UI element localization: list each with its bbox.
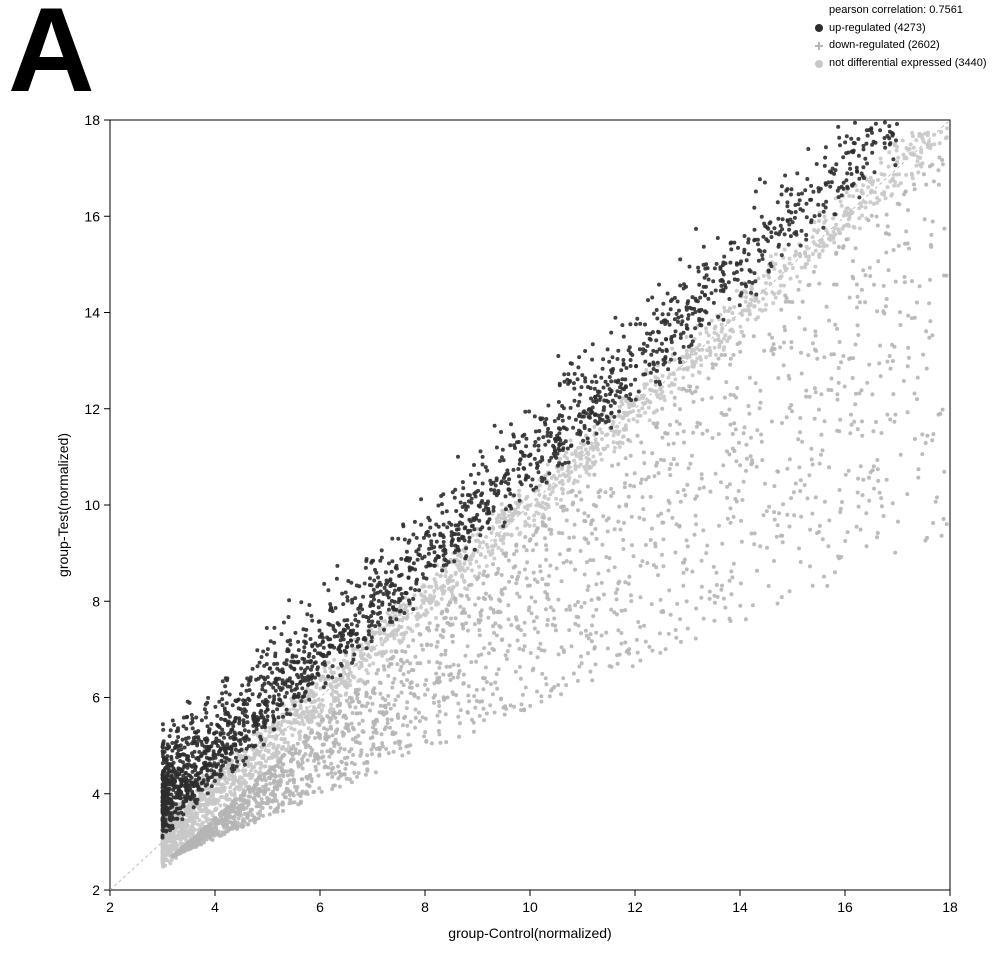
legend-correlation-text: pearson correlation: 0.7561 <box>829 2 963 20</box>
panel-label: A <box>8 0 95 110</box>
svg-text:14: 14 <box>732 899 748 915</box>
legend-item-label-0: up-regulated (4273) <box>829 20 926 38</box>
svg-text:16: 16 <box>837 899 853 915</box>
svg-text:6: 6 <box>92 690 100 706</box>
legend-swatch-1 <box>815 42 823 50</box>
legend-item-0: up-regulated (4273) <box>815 20 987 38</box>
svg-text:4: 4 <box>92 786 100 802</box>
svg-text:18: 18 <box>942 899 958 915</box>
svg-text:16: 16 <box>84 208 100 224</box>
x-axis-label: group-Control(normalized) <box>448 925 611 941</box>
legend-correlation: pearson correlation: 0.7561 <box>815 2 987 20</box>
svg-text:12: 12 <box>627 899 643 915</box>
svg-text:10: 10 <box>522 899 538 915</box>
svg-text:8: 8 <box>421 899 429 915</box>
svg-text:2: 2 <box>106 899 114 915</box>
legend-swatch-2 <box>815 60 823 68</box>
scatter-chart: 2 4 6 8 10 12 14 16 18 2 4 6 8 10 12 14 16 18 group-Contro… <box>50 100 970 950</box>
y-axis-label: group-Test(normalized) <box>55 433 71 577</box>
legend-item-1: down-regulated (2602) <box>815 37 987 55</box>
svg-text:4: 4 <box>211 899 219 915</box>
legend-item-2: not differential expressed (3440) <box>815 55 987 73</box>
legend-item-label-2: not differential expressed (3440) <box>829 55 987 73</box>
legend-swatch-0 <box>815 24 823 32</box>
svg-text:10: 10 <box>84 497 100 513</box>
svg-text:2: 2 <box>92 882 100 898</box>
svg-text:8: 8 <box>92 593 100 609</box>
legend: pearson correlation: 0.7561 up-regulated… <box>815 2 987 72</box>
svg-text:14: 14 <box>84 305 100 321</box>
svg-text:12: 12 <box>84 401 100 417</box>
svg-text:18: 18 <box>84 112 100 128</box>
legend-item-label-1: down-regulated (2602) <box>829 37 940 55</box>
svg-text:6: 6 <box>316 899 324 915</box>
